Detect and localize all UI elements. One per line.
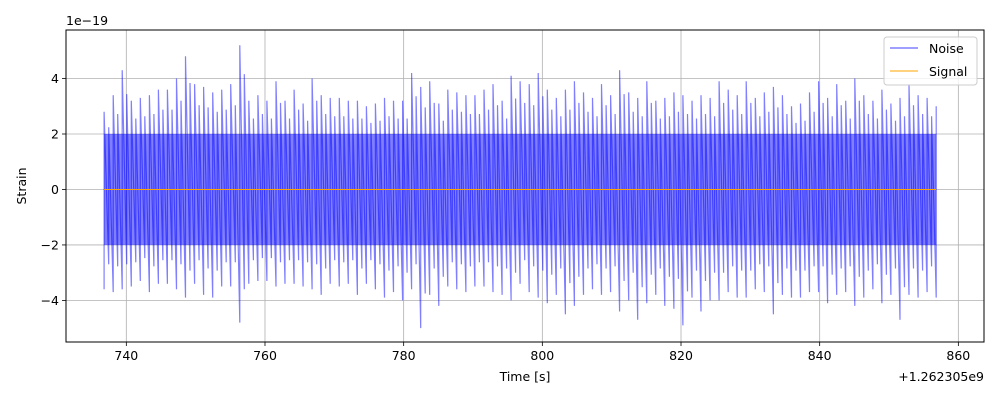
x-tick-label: 800 bbox=[530, 348, 554, 363]
x-tick-label: 860 bbox=[946, 348, 970, 363]
data-layer bbox=[103, 45, 937, 329]
legend: Noise Signal bbox=[883, 36, 978, 86]
x-axis-label: Time [s] bbox=[499, 369, 551, 384]
y-tick-label: 0 bbox=[51, 182, 59, 197]
noise-series bbox=[103, 45, 937, 329]
y-axis-label: Strain bbox=[14, 167, 29, 204]
legend-box bbox=[883, 36, 978, 86]
x-tick-label: 780 bbox=[392, 348, 416, 363]
y-tick-label: 4 bbox=[51, 71, 59, 86]
x-tick-label: 760 bbox=[253, 348, 277, 363]
x-tick-label: 840 bbox=[808, 348, 832, 363]
x-offset-label: +1.262305e9 bbox=[898, 369, 984, 384]
legend-noise-label: Noise bbox=[929, 41, 964, 56]
legend-signal-label: Signal bbox=[929, 64, 967, 79]
plot-frame bbox=[65, 29, 985, 343]
y-tick-label: −4 bbox=[41, 293, 59, 308]
y-tick-label: 2 bbox=[51, 127, 59, 142]
ticks: 740 760 780 800 820 840 860 −4 −2 0 2 4 bbox=[41, 71, 971, 363]
x-tick-label: 740 bbox=[114, 348, 138, 363]
x-tick-label: 820 bbox=[669, 348, 693, 363]
y-tick-label: −2 bbox=[41, 237, 59, 252]
y-scale-label: 1e−19 bbox=[66, 13, 108, 28]
